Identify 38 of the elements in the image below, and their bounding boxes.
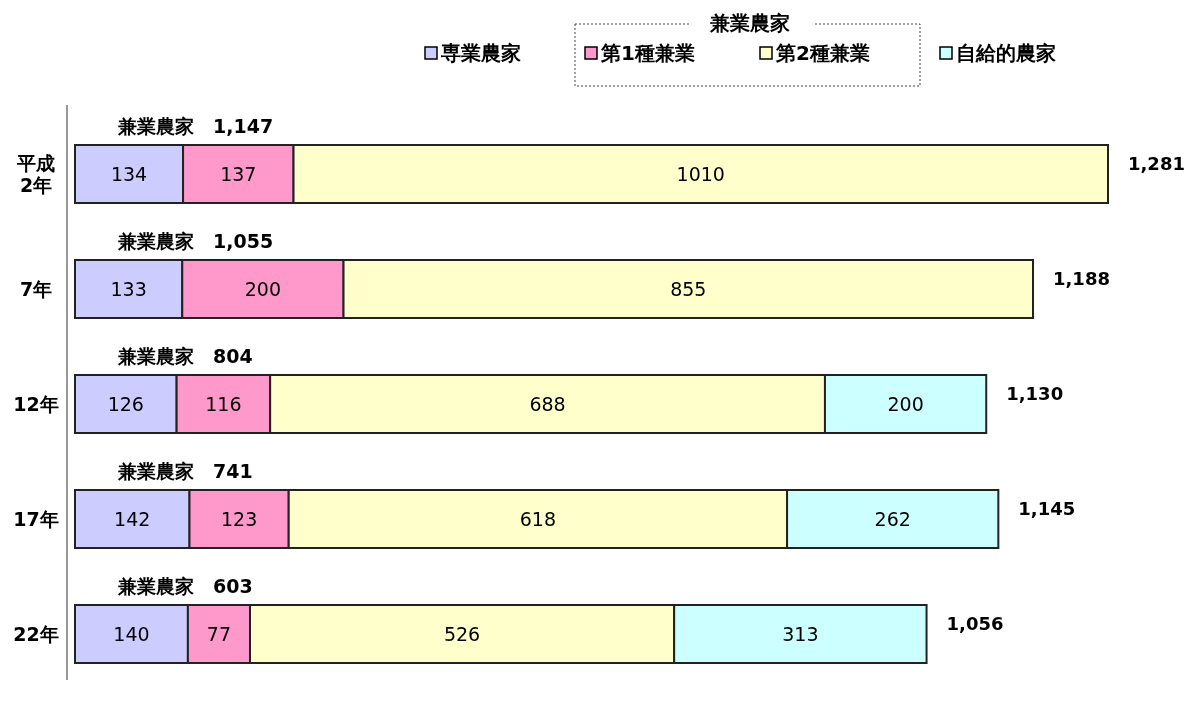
total-label: 1,130 (1006, 383, 1064, 404)
data-label: 140 (113, 623, 150, 645)
annotation: 兼業農家 804 (117, 345, 253, 367)
legend-label: 自給的農家 (956, 41, 1056, 65)
y-tick-label: 12年 (13, 393, 59, 415)
legend-label: 第1種兼業 (600, 41, 695, 65)
data-label: 855 (670, 278, 707, 300)
y-tick-label: 17年 (13, 508, 59, 530)
legend-label: 専業農家 (440, 41, 521, 65)
total-label: 1,188 (1053, 268, 1110, 289)
y-tick-label: 平成 2年 (16, 152, 55, 196)
total-label: 1,145 (1018, 498, 1076, 519)
data-label: 200 (244, 278, 282, 300)
annotation: 兼業農家 1,055 (117, 230, 274, 252)
total-label: 1,056 (946, 613, 1004, 634)
data-label: 126 (107, 393, 144, 415)
annotation: 兼業農家 1,147 (117, 115, 274, 137)
data-label: 123 (220, 508, 258, 530)
data-label: 618 (519, 508, 557, 530)
data-label: 133 (110, 278, 147, 300)
legend-label: 第2種兼業 (775, 41, 870, 65)
data-label: 200 (887, 393, 924, 415)
legend-title: 兼業農家 (709, 11, 790, 35)
data-label: 77 (206, 623, 232, 645)
data-label: 137 (220, 163, 257, 185)
data-label: 116 (205, 393, 242, 415)
data-label: 688 (529, 393, 566, 415)
y-tick-label: 22年 (13, 623, 59, 645)
y-tick-label: 7年 (19, 278, 53, 300)
data-label: 142 (114, 508, 151, 530)
data-label: 1010 (676, 163, 725, 185)
total-label: 1,281 (1128, 153, 1185, 174)
annotation: 兼業農家 603 (117, 575, 253, 597)
data-label: 134 (110, 163, 148, 185)
data-label: 526 (443, 623, 481, 645)
data-label: 313 (782, 623, 819, 645)
annotation: 兼業農家 741 (117, 460, 253, 482)
data-label: 262 (874, 508, 911, 530)
